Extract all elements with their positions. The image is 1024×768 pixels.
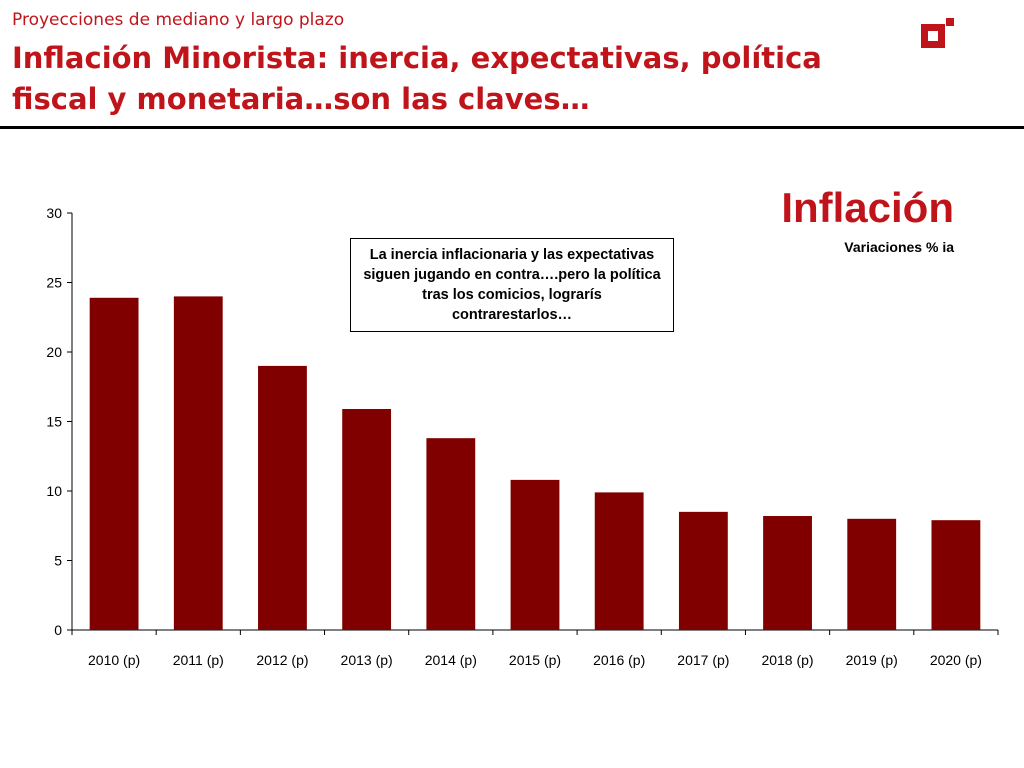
bar [258,365,307,630]
bar [847,518,897,630]
y-tick-label: 20 [46,344,62,360]
bar [510,479,560,630]
x-tick-label: 2020 (p) [930,652,982,668]
x-tick-label: 2012 (p) [256,652,308,668]
x-tick-label: 2010 (p) [88,652,140,668]
y-tick-label: 0 [54,622,62,638]
x-tick-label: 2017 (p) [677,652,729,668]
y-tick-label: 15 [46,414,62,430]
x-tick-label: 2016 (p) [593,652,645,668]
bar [678,511,728,630]
x-tick-label: 2014 (p) [425,652,477,668]
bar [89,297,139,630]
x-tick-label: 2013 (p) [341,652,393,668]
bar [763,516,812,630]
slide-subtitle: Proyecciones de mediano y largo plazo [12,10,345,30]
y-tick-label: 5 [54,553,62,569]
chart-subtitle: Variaciones % ia [844,239,954,255]
x-tick-label: 2018 (p) [761,652,813,668]
bar [594,492,644,630]
annotation-box: La inercia inflacionaria y las expectati… [350,238,674,332]
x-tick-label: 2019 (p) [846,652,898,668]
y-tick-label: 25 [46,275,62,291]
bar [931,520,981,630]
slide-title: Inflación Minorista: inercia, expectativ… [12,41,822,116]
x-tick-label: 2011 (p) [173,652,224,668]
y-tick-label: 30 [46,205,62,221]
header-divider [0,126,1024,129]
x-tick-label: 2015 (p) [509,652,561,668]
chart-title: Inflación [781,184,954,231]
bar [173,296,223,630]
bar [342,408,392,630]
square-logo-icon [921,18,954,48]
y-tick-label: 10 [46,483,62,499]
bar [426,438,476,630]
